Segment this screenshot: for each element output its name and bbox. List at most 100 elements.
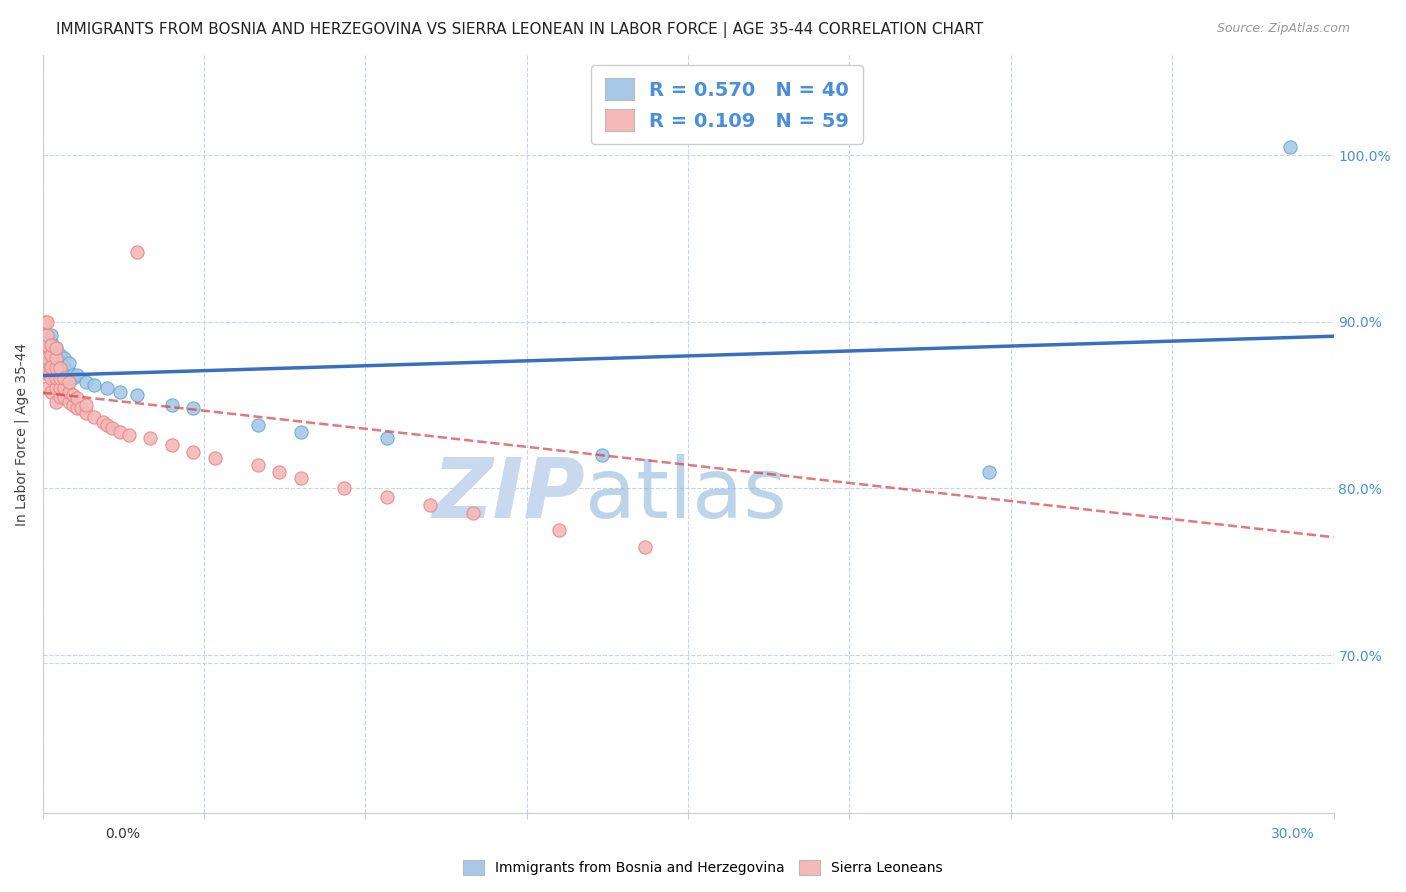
Point bbox=[58, 365, 80, 379]
Point bbox=[35, 342, 58, 356]
Point bbox=[39, 348, 62, 362]
Point bbox=[49, 390, 72, 404]
Point bbox=[62, 368, 84, 383]
Point bbox=[39, 343, 62, 358]
Point bbox=[39, 351, 62, 366]
Point bbox=[100, 421, 122, 435]
Point bbox=[548, 523, 571, 537]
Point bbox=[39, 356, 62, 370]
Text: ZIP: ZIP bbox=[432, 454, 585, 535]
Point bbox=[75, 398, 97, 412]
Point bbox=[45, 342, 67, 356]
Point bbox=[634, 540, 657, 554]
Point bbox=[45, 356, 67, 370]
Point bbox=[49, 361, 72, 376]
Point bbox=[66, 392, 89, 406]
Legend: Immigrants from Bosnia and Herzegovina, Sierra Leoneans: Immigrants from Bosnia and Herzegovina, … bbox=[458, 855, 948, 880]
Point bbox=[181, 401, 204, 416]
Point bbox=[49, 356, 72, 370]
Text: atlas: atlas bbox=[585, 454, 786, 535]
Point bbox=[39, 338, 62, 352]
Point bbox=[979, 465, 1001, 479]
Point bbox=[246, 418, 269, 433]
Point bbox=[35, 356, 58, 370]
Point bbox=[34, 356, 56, 370]
Point bbox=[160, 398, 183, 412]
Point bbox=[38, 368, 60, 383]
Point bbox=[66, 401, 89, 416]
Point bbox=[62, 371, 84, 385]
Point bbox=[34, 315, 56, 329]
Point bbox=[35, 365, 58, 379]
Point bbox=[35, 351, 58, 366]
Point bbox=[96, 418, 118, 433]
Text: 0.0%: 0.0% bbox=[105, 827, 141, 841]
Point bbox=[246, 458, 269, 472]
Text: Source: ZipAtlas.com: Source: ZipAtlas.com bbox=[1216, 22, 1350, 36]
Point bbox=[53, 371, 76, 385]
Point bbox=[49, 382, 72, 396]
Point bbox=[204, 451, 226, 466]
Text: 30.0%: 30.0% bbox=[1271, 827, 1315, 841]
Point bbox=[45, 361, 67, 376]
Point bbox=[39, 359, 62, 374]
Point bbox=[139, 432, 162, 446]
Point bbox=[333, 482, 356, 496]
Point bbox=[45, 371, 67, 385]
Point bbox=[461, 507, 484, 521]
Y-axis label: In Labor Force | Age 35-44: In Labor Force | Age 35-44 bbox=[15, 343, 30, 526]
Point bbox=[96, 382, 118, 396]
Point bbox=[35, 328, 58, 343]
Point bbox=[58, 384, 80, 399]
Point bbox=[75, 375, 97, 389]
Point bbox=[49, 348, 72, 362]
Point bbox=[83, 409, 105, 424]
Point bbox=[45, 361, 67, 376]
Point bbox=[32, 348, 55, 362]
Point bbox=[34, 344, 56, 359]
Point bbox=[53, 359, 76, 374]
Point bbox=[39, 328, 62, 343]
Point bbox=[91, 415, 114, 429]
Point bbox=[290, 425, 312, 439]
Point bbox=[49, 371, 72, 385]
Point bbox=[35, 334, 58, 349]
Point bbox=[127, 388, 149, 402]
Point bbox=[118, 428, 141, 442]
Point bbox=[160, 438, 183, 452]
Point bbox=[108, 384, 131, 399]
Point bbox=[591, 448, 613, 462]
Point bbox=[45, 382, 67, 396]
Point bbox=[39, 384, 62, 399]
Point bbox=[66, 368, 89, 383]
Point bbox=[38, 365, 60, 379]
Point bbox=[53, 368, 76, 383]
Point bbox=[53, 382, 76, 396]
Text: IMMIGRANTS FROM BOSNIA AND HERZEGOVINA VS SIERRA LEONEAN IN LABOR FORCE | AGE 35: IMMIGRANTS FROM BOSNIA AND HERZEGOVINA V… bbox=[56, 22, 983, 38]
Point bbox=[375, 490, 398, 504]
Point bbox=[35, 382, 58, 396]
Point bbox=[45, 368, 67, 383]
Point bbox=[62, 388, 84, 402]
Point bbox=[49, 365, 72, 379]
Point bbox=[35, 315, 58, 329]
Legend: R = 0.570   N = 40, R = 0.109   N = 59: R = 0.570 N = 40, R = 0.109 N = 59 bbox=[591, 65, 863, 145]
Point bbox=[45, 348, 67, 362]
Point bbox=[45, 351, 67, 366]
Point bbox=[35, 338, 58, 352]
Point bbox=[62, 398, 84, 412]
Point bbox=[39, 371, 62, 385]
Point bbox=[1279, 140, 1302, 154]
Point bbox=[45, 394, 67, 409]
Point bbox=[375, 432, 398, 446]
Point bbox=[70, 401, 93, 416]
Point bbox=[53, 390, 76, 404]
Point bbox=[419, 498, 441, 512]
Point bbox=[58, 394, 80, 409]
Point bbox=[45, 342, 67, 356]
Point bbox=[35, 348, 58, 362]
Point bbox=[269, 465, 291, 479]
Point bbox=[181, 445, 204, 459]
Point bbox=[58, 375, 80, 389]
Point bbox=[83, 378, 105, 392]
